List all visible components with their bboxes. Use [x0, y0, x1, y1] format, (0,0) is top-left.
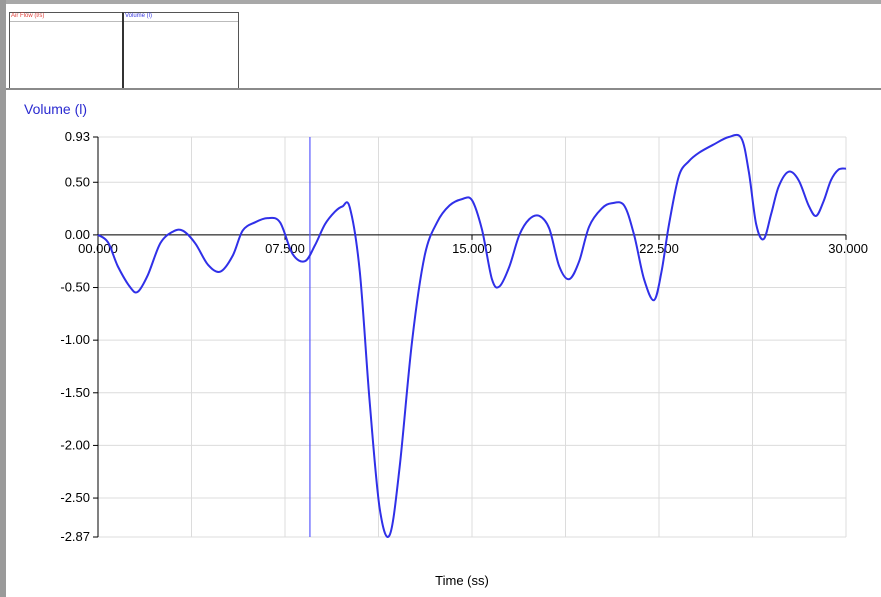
air-flow-meter[interactable]: Air Flow (l/s) — [9, 12, 123, 90]
y-tick-label: -1.00 — [60, 332, 90, 347]
y-tick-label: -2.50 — [60, 490, 90, 505]
volume-meter-label: Volume (l) — [125, 13, 153, 19]
volume-series-line — [97, 133, 847, 538]
x-tick-label: 22.500 — [639, 241, 679, 256]
x-tick-label: 00.000 — [78, 241, 118, 256]
volume-meter[interactable]: Volume (l) — [122, 12, 239, 90]
volume-chart-panel[interactable]: Volume (l) 0.93 0.50 0.00 -0.50 -1.00 -1.50 -2… — [6, 90, 881, 597]
volume-chart[interactable]: Volume (l) 0.93 0.50 0.00 -0.50 -1.00 -1.50 -2… — [6, 90, 881, 597]
window-left-border — [0, 0, 6, 597]
x-tick-label: 07.500 — [265, 241, 305, 256]
y-tick-label: -1.50 — [60, 385, 90, 400]
window-top-border — [0, 0, 881, 4]
y-tick-label: -0.50 — [60, 280, 90, 295]
air-flow-meter-label: Air Flow (l/s) — [11, 13, 45, 19]
x-tick-labels: 00.000 07.500 15.000 22.500 30.000 — [78, 234, 868, 256]
y-tick-label: 0.00 — [65, 227, 90, 242]
x-tick-label: 30.000 — [828, 241, 868, 256]
y-tick-labels: 0.93 0.50 0.00 -0.50 -1.00 -1.50 -2.00 -2.50 -2.… — [60, 129, 98, 544]
meters-panel: Air Flow (l/s) Volume (l) — [6, 4, 881, 90]
y-tick-label: 0.50 — [65, 174, 90, 189]
y-tick-label: -2.00 — [60, 437, 90, 452]
x-tick-label: 15.000 — [452, 241, 492, 256]
y-tick-label: -2.87 — [60, 529, 90, 544]
y-tick-label: 0.93 — [65, 129, 90, 144]
x-axis-label: Time (ss) — [435, 573, 489, 588]
chart-title: Volume (l) — [24, 101, 87, 117]
meter-header — [124, 13, 238, 22]
grid-lines — [98, 136, 847, 538]
panel-divider — [6, 88, 881, 90]
meter-header — [10, 13, 122, 22]
